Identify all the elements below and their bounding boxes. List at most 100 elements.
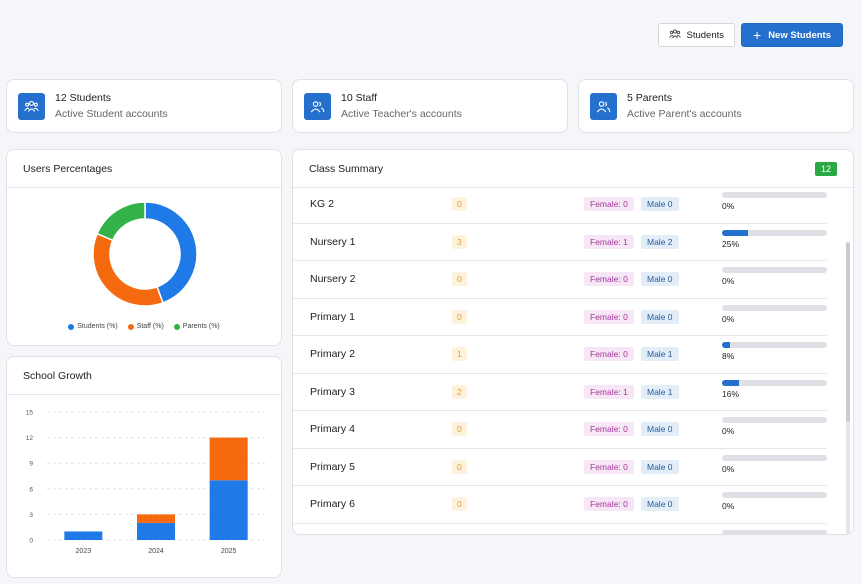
bar-2025-series-0[interactable] <box>209 480 248 540</box>
y-tick-label: 6 <box>29 486 33 493</box>
users-percentages-title: Users Percentages <box>23 162 113 175</box>
table-row[interactable]: Primary 4 0 Female: 0 Male 0 0% <box>293 411 827 449</box>
male-count-badge: Male 1 <box>641 347 679 362</box>
male-count-badge: Male 0 <box>641 459 679 474</box>
bar-2024-series-1[interactable] <box>137 514 175 523</box>
students-stat-card: 12 Students Active Student accounts <box>6 79 282 133</box>
school-growth-title: School Growth <box>23 369 92 382</box>
progress-bar <box>722 342 827 348</box>
progress-percent: 25% <box>722 238 740 249</box>
progress-fill <box>722 229 749 236</box>
student-count-badge: 3 <box>452 234 467 249</box>
y-tick-label: 15 <box>26 410 34 417</box>
y-tick-label: 12 <box>26 435 34 442</box>
student-count-badge: 1 <box>452 347 467 362</box>
progress-bar <box>722 529 827 534</box>
progress-bar <box>722 417 827 423</box>
progress-bar <box>722 492 827 498</box>
plus-icon: + <box>753 27 762 43</box>
table-row[interactable]: KG 2 0 Female: 0 Male 0 0% <box>293 186 827 224</box>
female-count-badge: Female: 0 <box>584 497 634 512</box>
progress-bar <box>722 304 827 311</box>
class-summary-title: Class Summary <box>309 162 384 175</box>
legend-label-parents: Parents (%) <box>182 323 220 330</box>
progress-bar <box>722 379 827 386</box>
staff-icon <box>304 92 331 120</box>
class-name: Nursery 1 <box>310 235 356 248</box>
progress-percent: 0% <box>722 426 735 436</box>
female-count-badge: Female: 1 <box>584 234 634 249</box>
progress-percent: 0% <box>722 501 735 511</box>
class-name: KG 2 <box>310 198 334 211</box>
legend-label-students: Students (%) <box>77 323 118 330</box>
bar-2023-series-0[interactable] <box>64 531 103 540</box>
class-name: Primary 1 <box>310 310 355 323</box>
x-tick-label: 2025 <box>221 548 237 555</box>
student-count-badge: 0 <box>452 497 467 512</box>
male-count-badge: Male 0 <box>641 497 679 512</box>
progress-bar <box>722 229 827 236</box>
class-summary-header: Class Summary 12 <box>293 150 853 188</box>
donut-slice-students[interactable] <box>144 201 198 304</box>
female-count-badge: Female: 0 <box>584 347 634 362</box>
donut-chart <box>92 201 198 307</box>
progress-percent: 0% <box>722 276 735 286</box>
female-count-badge: Female: 0 <box>584 459 634 474</box>
school-growth-card: School Growth 0 3 6 9 12 15 2023 2024 2025 <box>6 356 282 578</box>
progress-percent: 0% <box>722 313 735 324</box>
parents-stat-card: 5 Parents Active Parent's accounts <box>578 79 854 133</box>
y-tick-label: 0 <box>29 538 33 545</box>
donut-slice-parents[interactable] <box>96 201 146 242</box>
students-button[interactable]: Students <box>657 23 735 47</box>
donut-slice-staff[interactable] <box>92 232 164 307</box>
x-tick-label: 2024 <box>148 548 164 555</box>
progress-bar <box>722 192 827 198</box>
x-tick-label: 2023 <box>76 548 92 555</box>
scrollbar[interactable] <box>846 242 850 534</box>
male-count-badge: Male 0 <box>641 422 679 437</box>
progress-percent: 0% <box>722 201 735 211</box>
male-count-badge: Male 0 <box>641 197 679 212</box>
female-count-badge: Female: 0 <box>584 197 634 212</box>
parents-legend-dot <box>173 323 180 330</box>
legend-item-parents: Parents (%) <box>173 323 220 330</box>
scrollbar-thumb[interactable] <box>846 242 850 422</box>
table-row[interactable]: Primary 5 0 Female: 0 Male 0 0% <box>293 449 827 486</box>
student-count-badge: 0 <box>452 459 467 474</box>
bar-2025-series-1[interactable] <box>209 437 248 481</box>
students-stat-subtitle: Active Student accounts <box>55 108 168 120</box>
table-row[interactable]: Primary 1 0 Female: 0 Male 0 0% <box>293 299 827 336</box>
table-row[interactable]: Nursery 1 3 Female: 1 Male 2 25% <box>293 224 827 261</box>
toolbar: Students + New Students <box>657 23 843 47</box>
students-stat-title: 12 Students <box>55 92 112 104</box>
new-students-button[interactable]: + New Students <box>741 23 843 47</box>
table-row[interactable]: Primary 3 2 Female: 1 Male 1 16% <box>293 374 827 411</box>
progress-fill <box>722 379 739 386</box>
class-name: Primary 2 <box>310 348 355 361</box>
new-students-button-label: New Students <box>768 29 831 41</box>
table-row[interactable]: Primary 6 0 Female: 0 Male 0 0% <box>293 486 827 524</box>
progress-bar <box>722 267 827 273</box>
staff-stat-title: 10 Staff <box>341 92 378 104</box>
female-count-badge: Female: 0 <box>584 272 634 287</box>
table-row[interactable]: Primary 2 1 Female: 0 Male 1 8% <box>293 336 827 374</box>
class-summary-card: Class Summary 12 KG 2 0 Female: 0 Male 0 0% N… <box>292 149 854 535</box>
table-row[interactable]: Nursery 2 0 Female: 0 Male 0 0% <box>293 261 827 299</box>
legend-item-students: Students (%) <box>68 323 118 330</box>
users-percentages-card: Users Percentages Students (%) Staff (%)… <box>6 149 282 346</box>
class-name: Primary 6 <box>310 498 355 511</box>
bar-2024-series-0[interactable] <box>137 522 175 540</box>
progress-percent: 16% <box>722 388 740 399</box>
progress-fill <box>722 342 731 348</box>
parents-stat-subtitle: Active Parent's accounts <box>627 108 742 120</box>
y-tick-label: 3 <box>29 512 33 519</box>
staff-legend-dot <box>127 323 134 330</box>
donut-legend: Students (%) Staff (%) Parents (%) <box>7 323 281 330</box>
class-count-badge: 12 <box>814 161 837 176</box>
growth-chart: 0 3 6 9 12 15 2023 2024 2025 <box>26 410 265 555</box>
students-legend-dot <box>68 323 75 330</box>
table-row[interactable] <box>293 524 827 534</box>
student-count-badge: 2 <box>452 384 467 399</box>
male-count-badge: Male 0 <box>641 272 679 287</box>
progress-percent: 0% <box>722 463 735 474</box>
